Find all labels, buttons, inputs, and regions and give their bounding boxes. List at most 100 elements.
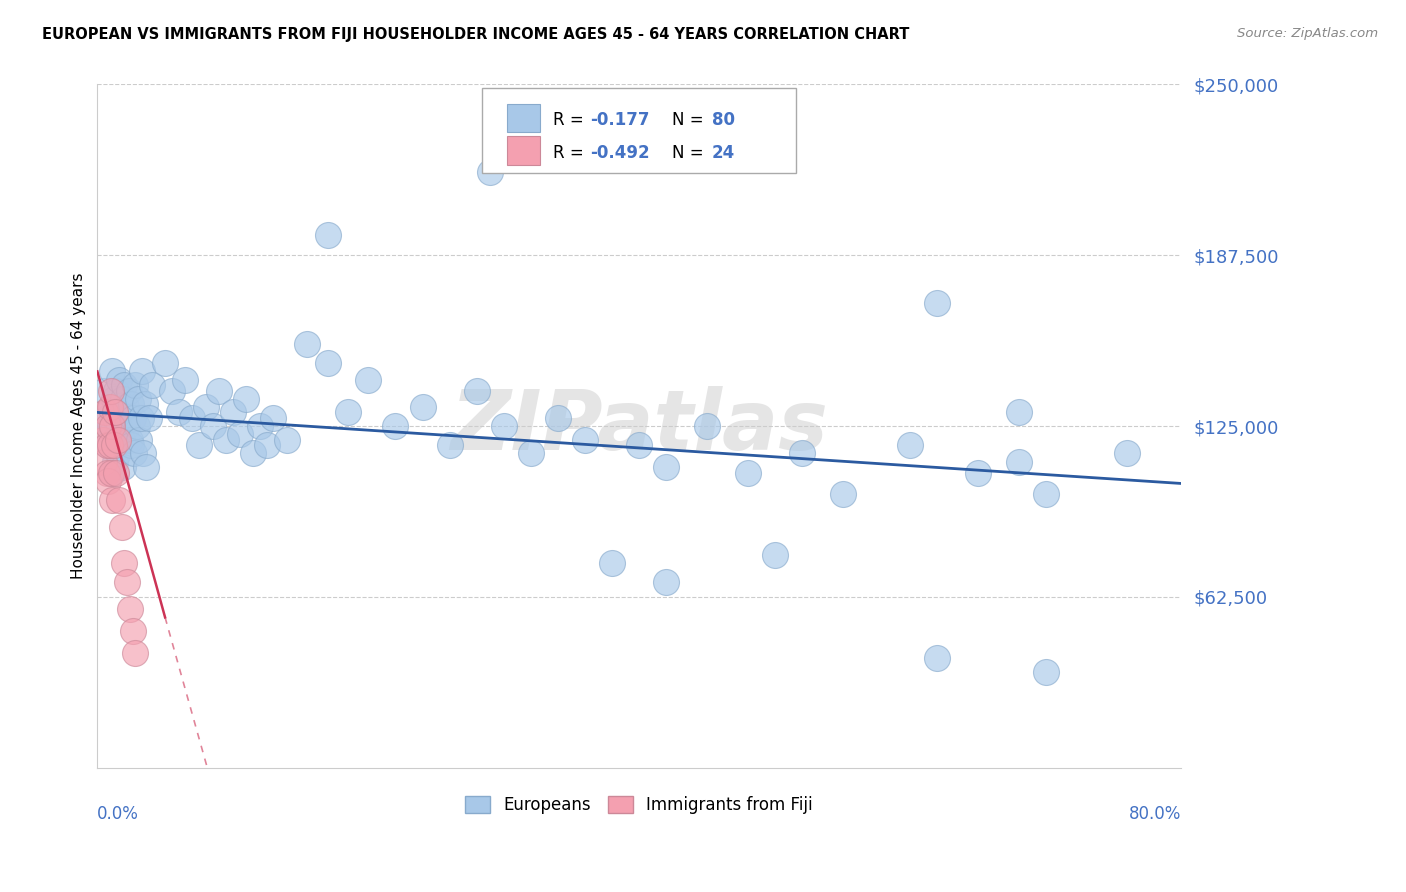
Point: [107, 405, 129, 419]
Point: [1116, 446, 1139, 460]
Point: [242, 446, 264, 460]
Point: [492, 419, 515, 434]
Point: [167, 405, 190, 419]
Point: [101, 419, 124, 434]
Text: R =: R =: [553, 111, 589, 129]
Point: [235, 392, 257, 406]
Point: [127, 392, 149, 406]
Point: [790, 446, 813, 460]
Point: [114, 378, 136, 392]
Point: [91, 433, 114, 447]
Point: [297, 337, 319, 351]
Point: [135, 460, 157, 475]
Text: R =: R =: [553, 144, 589, 161]
Point: [628, 438, 651, 452]
Point: [124, 378, 146, 392]
Point: [101, 466, 124, 480]
Point: [465, 384, 488, 398]
Point: [412, 400, 434, 414]
Point: [1035, 487, 1057, 501]
Text: ZIPatlas: ZIPatlas: [450, 385, 828, 467]
FancyBboxPatch shape: [508, 136, 540, 165]
Point: [134, 397, 156, 411]
Point: [141, 378, 163, 392]
Point: [103, 438, 125, 452]
Text: N =: N =: [672, 144, 709, 161]
Point: [121, 410, 143, 425]
Point: [122, 446, 145, 460]
Text: Source: ZipAtlas.com: Source: ZipAtlas.com: [1237, 27, 1378, 40]
Point: [215, 433, 238, 447]
Point: [194, 400, 217, 414]
Point: [115, 574, 138, 589]
Text: -0.177: -0.177: [591, 111, 650, 129]
Legend: Europeans, Immigrants from Fiji: Europeans, Immigrants from Fiji: [458, 789, 820, 821]
Point: [96, 466, 118, 480]
Point: [357, 373, 380, 387]
Point: [898, 438, 921, 452]
Point: [520, 446, 543, 460]
Point: [104, 405, 127, 419]
Point: [94, 405, 117, 419]
Point: [174, 373, 197, 387]
Point: [276, 433, 298, 447]
Point: [104, 410, 127, 425]
Point: [104, 454, 127, 468]
Point: [97, 438, 120, 452]
Point: [101, 492, 124, 507]
Point: [97, 474, 120, 488]
Text: 0.0%: 0.0%: [97, 805, 139, 823]
Point: [655, 574, 678, 589]
Point: [96, 438, 118, 452]
Point: [188, 438, 211, 452]
Point: [138, 410, 160, 425]
Point: [121, 624, 143, 638]
Point: [93, 384, 115, 398]
Point: [107, 446, 129, 460]
Point: [1035, 665, 1057, 679]
Point: [967, 466, 990, 480]
Point: [316, 356, 339, 370]
Point: [108, 492, 131, 507]
Point: [737, 466, 759, 480]
Point: [107, 433, 129, 447]
Point: [124, 646, 146, 660]
Point: [160, 384, 183, 398]
Point: [112, 392, 135, 406]
Point: [114, 556, 136, 570]
Text: 80.0%: 80.0%: [1129, 805, 1181, 823]
Point: [129, 410, 152, 425]
Point: [337, 405, 360, 419]
Text: 24: 24: [711, 144, 735, 161]
Point: [439, 438, 461, 452]
Point: [574, 433, 596, 447]
Point: [132, 446, 155, 460]
Point: [93, 454, 115, 468]
Point: [696, 419, 718, 434]
Point: [111, 433, 134, 447]
Point: [100, 384, 122, 398]
FancyBboxPatch shape: [508, 103, 540, 132]
Point: [98, 400, 121, 414]
Point: [256, 438, 278, 452]
Point: [316, 227, 339, 242]
Y-axis label: Householder Income Ages 45 - 64 years: Householder Income Ages 45 - 64 years: [72, 273, 86, 579]
Point: [120, 397, 142, 411]
Point: [927, 651, 949, 665]
Point: [105, 384, 128, 398]
Point: [105, 438, 128, 452]
Point: [228, 427, 250, 442]
Point: [100, 466, 122, 480]
Point: [1007, 454, 1029, 468]
Point: [655, 460, 678, 475]
Point: [117, 384, 139, 398]
Point: [128, 433, 150, 447]
Point: [831, 487, 853, 501]
Point: [98, 438, 121, 452]
Point: [115, 419, 138, 434]
Point: [100, 400, 122, 414]
Point: [384, 419, 406, 434]
Point: [97, 419, 120, 434]
Point: [108, 373, 131, 387]
Point: [96, 410, 118, 425]
